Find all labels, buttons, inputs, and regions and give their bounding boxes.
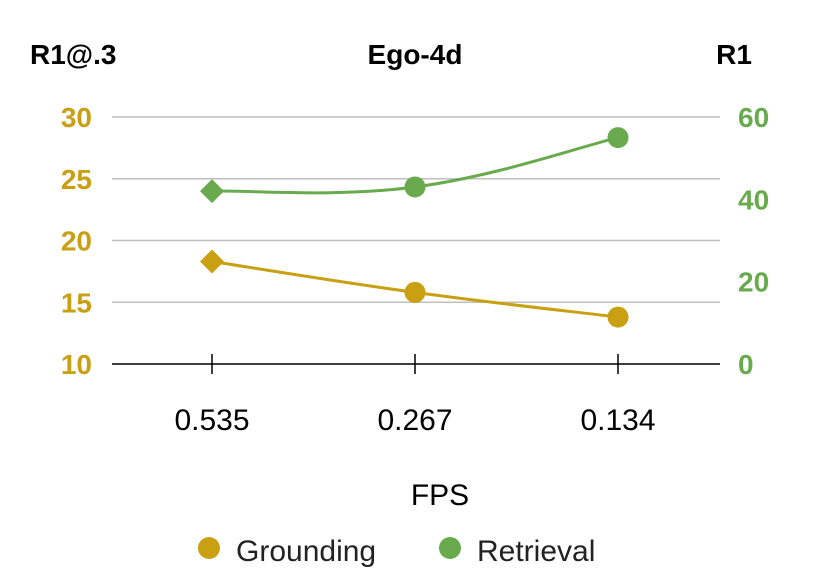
retrieval-point — [200, 179, 224, 204]
legend-marker-retrieval — [439, 537, 461, 559]
x-axis-title: FPS — [411, 479, 469, 512]
x-axis: 0.535 0.267 0.134 — [112, 354, 720, 437]
grounding-point — [607, 306, 629, 328]
right-tick-label: 60 — [738, 102, 769, 133]
gridlines — [112, 116, 720, 303]
x-tick-label: 0.134 — [580, 404, 655, 437]
right-y-axis: 0 20 40 60 — [738, 102, 769, 380]
retrieval-point — [607, 127, 629, 149]
x-tick-label: 0.535 — [174, 404, 249, 437]
legend-label-grounding: Grounding — [236, 535, 376, 568]
left-tick-label: 20 — [61, 226, 92, 257]
retrieval-point — [404, 176, 426, 198]
legend-marker-grounding — [198, 537, 220, 559]
right-tick-label: 40 — [738, 184, 769, 215]
grounding-point — [404, 281, 426, 303]
left-tick-label: 15 — [61, 287, 92, 318]
left-y-axis: 10 15 20 25 30 — [61, 102, 92, 380]
x-tick-label: 0.267 — [377, 404, 452, 437]
right-tick-label: 0 — [738, 349, 754, 380]
left-tick-label: 30 — [61, 102, 92, 133]
left-axis-title: R1@.3 — [30, 39, 116, 70]
right-axis-title: R1 — [716, 39, 752, 70]
series-layer — [200, 127, 629, 328]
legend: Grounding Retrieval — [198, 535, 595, 568]
grounding-point — [200, 249, 224, 274]
chart-title: Ego-4d — [368, 39, 463, 70]
left-tick-label: 10 — [61, 349, 92, 380]
left-tick-label: 25 — [61, 164, 92, 195]
legend-label-retrieval: Retrieval — [477, 535, 595, 568]
right-tick-label: 20 — [738, 267, 769, 298]
